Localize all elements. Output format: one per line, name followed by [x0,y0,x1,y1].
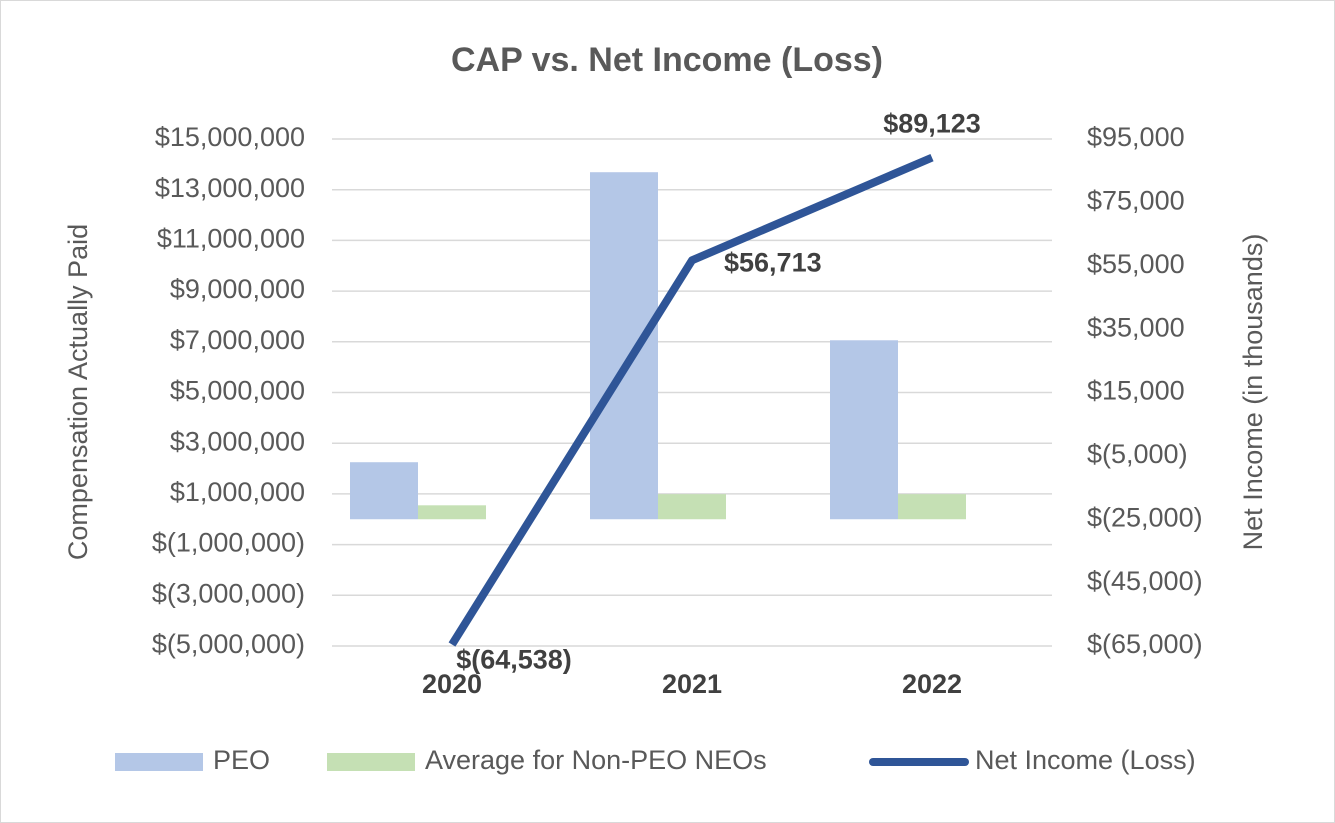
y2-tick-label: $(45,000) [1087,566,1203,596]
y-tick-label: $13,000,000 [155,173,305,203]
y-tick-label: $7,000,000 [170,325,305,355]
legend-swatch [327,753,415,771]
legend-swatch [115,753,203,771]
y-tick-label: $9,000,000 [170,274,305,304]
y-tick-label: $(5,000,000) [152,629,305,659]
bar [898,494,966,520]
legend-label: Net Income (Loss) [975,745,1196,775]
y-tick-label: $15,000,000 [155,122,305,152]
y-axis-label: Compensation Actually Paid [63,224,93,560]
y2-tick-label: $(5,000) [1087,439,1188,469]
legend-label: PEO [213,745,270,775]
y-tick-label: $(1,000,000) [152,528,305,558]
y-tick-label: $11,000,000 [157,224,305,254]
y2-tick-label: $55,000 [1087,249,1185,279]
y2-tick-label: $75,000 [1087,186,1185,216]
bar [590,172,658,520]
y-tick-label: $1,000,000 [170,477,305,507]
bar [350,462,418,520]
data-label: $56,713 [724,247,822,277]
y2-tick-label: $15,000 [1087,376,1185,406]
chart-title: CAP vs. Net Income (Loss) [451,41,883,79]
y-tick-label: $5,000,000 [170,376,305,406]
data-label: $(64,538) [456,645,572,675]
x-tick-label: 2021 [662,669,722,699]
y-tick-label: $3,000,000 [170,426,305,456]
y2-axis-label: Net Income (in thousands) [1238,234,1268,551]
data-label: $89,123 [883,109,981,139]
bar [658,494,726,520]
y2-tick-label: $35,000 [1087,312,1185,342]
line [448,153,934,647]
y2-tick-label: $(65,000) [1087,629,1203,659]
x-tick-label: 2020 [422,669,482,699]
legend-label: Average for Non-PEO NEOs [425,745,767,775]
bar [418,505,486,520]
y2-tick-label: $95,000 [1087,122,1185,152]
y-tick-label: $(3,000,000) [152,578,305,608]
bar [830,340,898,520]
x-tick-label: 2022 [902,669,962,699]
y2-tick-label: $(25,000) [1087,502,1203,532]
